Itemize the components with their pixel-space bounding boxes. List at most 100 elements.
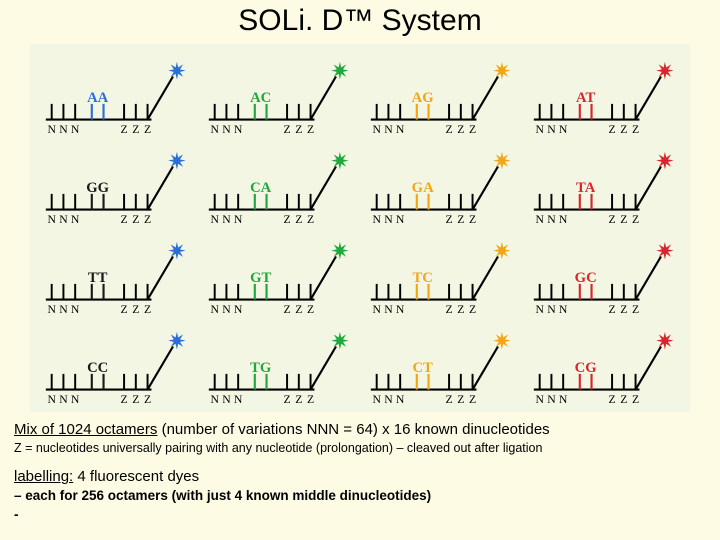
probe-svg: NNNZZZ AT bbox=[526, 54, 683, 144]
svg-text:N: N bbox=[384, 393, 393, 406]
svg-text:GC: GC bbox=[574, 270, 596, 286]
page-title: SOLi. D™ System bbox=[0, 0, 720, 44]
svg-text:Z: Z bbox=[295, 213, 302, 226]
caption-line-3-rest: 4 fluorescent dyes bbox=[73, 468, 199, 485]
svg-text:N: N bbox=[210, 213, 219, 226]
svg-text:GT: GT bbox=[250, 270, 271, 286]
svg-text:TA: TA bbox=[576, 180, 596, 196]
svg-text:AC: AC bbox=[250, 90, 271, 106]
svg-text:N: N bbox=[372, 303, 381, 316]
svg-text:Z: Z bbox=[283, 303, 290, 316]
svg-text:CC: CC bbox=[87, 360, 108, 376]
svg-text:N: N bbox=[47, 393, 56, 406]
probe-cell: NNNZZZ TT bbox=[38, 234, 195, 324]
probe-cell: NNNZZZ CT bbox=[363, 324, 520, 414]
svg-text:AA: AA bbox=[87, 90, 109, 106]
svg-text:TC: TC bbox=[412, 270, 432, 286]
svg-text:Z: Z bbox=[469, 303, 476, 316]
probe-cell: NNNZZZ CG bbox=[526, 324, 683, 414]
probe-svg: NNNZZZ AC bbox=[201, 54, 358, 144]
svg-text:N: N bbox=[396, 123, 405, 136]
svg-text:N: N bbox=[547, 393, 556, 406]
probe-svg: NNNZZZ TA bbox=[526, 144, 683, 234]
svg-text:N: N bbox=[535, 393, 544, 406]
svg-text:N: N bbox=[372, 123, 381, 136]
svg-text:Z: Z bbox=[120, 393, 127, 406]
svg-text:Z: Z bbox=[295, 393, 302, 406]
probe-cell: NNNZZZ TA bbox=[526, 144, 683, 234]
svg-text:N: N bbox=[47, 123, 56, 136]
svg-text:Z: Z bbox=[620, 123, 627, 136]
probe-svg: NNNZZZ AA bbox=[38, 54, 195, 144]
svg-text:N: N bbox=[372, 393, 381, 406]
svg-text:N: N bbox=[233, 303, 242, 316]
svg-text:Z: Z bbox=[469, 213, 476, 226]
svg-text:AT: AT bbox=[576, 90, 595, 106]
svg-text:N: N bbox=[396, 393, 405, 406]
caption-line-1: Mix of 1024 octamers (number of variatio… bbox=[14, 420, 706, 440]
svg-text:Z: Z bbox=[306, 123, 313, 136]
svg-text:N: N bbox=[558, 123, 567, 136]
probe-svg: NNNZZZ TG bbox=[201, 324, 358, 414]
probe-svg: NNNZZZ GT bbox=[201, 234, 358, 324]
caption-line-5: - bbox=[14, 506, 706, 524]
probe-svg: NNNZZZ TT bbox=[38, 234, 195, 324]
svg-text:N: N bbox=[535, 213, 544, 226]
svg-text:N: N bbox=[59, 123, 68, 136]
probe-cell: NNNZZZ GT bbox=[201, 234, 358, 324]
svg-text:CT: CT bbox=[412, 360, 433, 376]
svg-text:Z: Z bbox=[620, 303, 627, 316]
svg-text:N: N bbox=[396, 303, 405, 316]
svg-text:Z: Z bbox=[608, 123, 615, 136]
svg-text:Z: Z bbox=[631, 303, 638, 316]
svg-text:Z: Z bbox=[608, 213, 615, 226]
svg-text:N: N bbox=[222, 393, 231, 406]
svg-text:TT: TT bbox=[88, 270, 108, 286]
svg-text:N: N bbox=[210, 303, 219, 316]
svg-text:N: N bbox=[384, 213, 393, 226]
svg-text:Z: Z bbox=[132, 213, 139, 226]
svg-text:N: N bbox=[59, 303, 68, 316]
caption-line-2: Z = nucleotides universally pairing with… bbox=[14, 440, 706, 457]
probe-cell: NNNZZZ CC bbox=[38, 324, 195, 414]
svg-text:Z: Z bbox=[283, 123, 290, 136]
probe-svg: NNNZZZ CA bbox=[201, 144, 358, 234]
svg-text:N: N bbox=[233, 123, 242, 136]
svg-text:N: N bbox=[71, 303, 80, 316]
svg-text:Z: Z bbox=[283, 393, 290, 406]
svg-text:Z: Z bbox=[469, 393, 476, 406]
svg-text:Z: Z bbox=[144, 393, 151, 406]
svg-text:N: N bbox=[547, 213, 556, 226]
probe-svg: NNNZZZ GA bbox=[363, 144, 520, 234]
svg-text:Z: Z bbox=[120, 123, 127, 136]
svg-text:Z: Z bbox=[306, 213, 313, 226]
svg-text:Z: Z bbox=[144, 213, 151, 226]
svg-text:TG: TG bbox=[250, 360, 271, 376]
svg-text:Z: Z bbox=[631, 393, 638, 406]
svg-text:N: N bbox=[222, 213, 231, 226]
svg-text:Z: Z bbox=[620, 213, 627, 226]
svg-text:N: N bbox=[396, 213, 405, 226]
probe-cell: NNNZZZ GC bbox=[526, 234, 683, 324]
svg-text:N: N bbox=[47, 213, 56, 226]
svg-text:N: N bbox=[47, 303, 56, 316]
probe-cell: NNNZZZ AC bbox=[201, 54, 358, 144]
svg-text:N: N bbox=[535, 123, 544, 136]
svg-text:Z: Z bbox=[120, 303, 127, 316]
svg-text:N: N bbox=[535, 303, 544, 316]
svg-text:N: N bbox=[384, 123, 393, 136]
probe-cell: NNNZZZ AG bbox=[363, 54, 520, 144]
svg-text:Z: Z bbox=[132, 303, 139, 316]
svg-text:Z: Z bbox=[132, 393, 139, 406]
caption-line-3: labelling: 4 fluorescent dyes bbox=[14, 467, 706, 487]
svg-text:Z: Z bbox=[144, 123, 151, 136]
caption-line-4: – each for 256 octamers (with just 4 kno… bbox=[14, 487, 706, 505]
probe-svg: NNNZZZ GG bbox=[38, 144, 195, 234]
svg-text:N: N bbox=[547, 123, 556, 136]
svg-text:Z: Z bbox=[306, 303, 313, 316]
svg-text:AG: AG bbox=[412, 90, 434, 106]
probe-grid: NNNZZZ AA NNNZZZ AC NNNZZZ AG NNNZZZ AT … bbox=[30, 44, 690, 412]
svg-text:Z: Z bbox=[608, 393, 615, 406]
svg-text:Z: Z bbox=[469, 123, 476, 136]
caption-line-3-lead: labelling: bbox=[14, 468, 73, 485]
